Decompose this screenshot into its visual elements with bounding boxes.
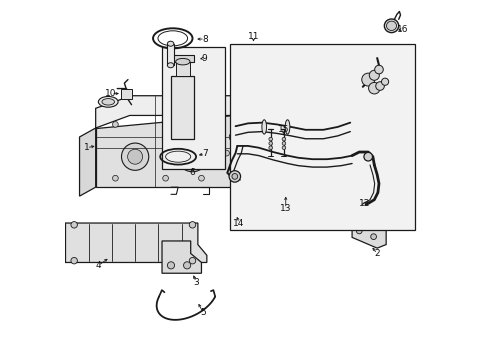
Text: 8: 8	[202, 35, 207, 44]
Circle shape	[361, 73, 374, 86]
Bar	[171, 76, 194, 139]
Circle shape	[71, 257, 77, 264]
Ellipse shape	[384, 19, 398, 33]
Text: 7: 7	[202, 149, 207, 158]
Bar	[172, 55, 193, 62]
Text: 15: 15	[278, 125, 289, 134]
Ellipse shape	[229, 162, 238, 173]
Circle shape	[189, 257, 195, 264]
Text: 4: 4	[95, 261, 101, 270]
Circle shape	[189, 222, 195, 228]
Ellipse shape	[175, 58, 190, 65]
Ellipse shape	[102, 99, 114, 105]
Circle shape	[375, 82, 384, 90]
Circle shape	[127, 149, 142, 164]
Text: 13: 13	[280, 204, 291, 213]
Circle shape	[167, 262, 174, 269]
Polygon shape	[96, 96, 233, 128]
Circle shape	[368, 70, 379, 80]
Bar	[162, 47, 224, 169]
Ellipse shape	[167, 41, 174, 46]
Circle shape	[223, 150, 229, 156]
Circle shape	[228, 171, 240, 182]
Circle shape	[370, 234, 376, 239]
Circle shape	[374, 65, 383, 74]
Polygon shape	[80, 128, 96, 196]
Ellipse shape	[386, 21, 396, 31]
Bar	[167, 44, 174, 65]
Polygon shape	[56, 223, 65, 262]
Circle shape	[112, 175, 118, 181]
Circle shape	[268, 141, 272, 145]
Circle shape	[363, 152, 372, 161]
Text: 12: 12	[358, 199, 369, 208]
Polygon shape	[351, 218, 386, 248]
Ellipse shape	[229, 132, 238, 141]
Text: 6: 6	[189, 168, 195, 177]
Text: 2: 2	[374, 249, 379, 258]
Text: 11: 11	[247, 32, 259, 41]
Circle shape	[71, 222, 77, 228]
Text: 9: 9	[201, 54, 207, 63]
Ellipse shape	[262, 120, 266, 134]
Text: 1: 1	[83, 143, 89, 152]
Polygon shape	[162, 241, 201, 273]
Circle shape	[282, 146, 285, 149]
Circle shape	[268, 146, 272, 149]
Circle shape	[356, 228, 362, 234]
Text: 16: 16	[396, 25, 408, 34]
Bar	[175, 62, 190, 76]
Bar	[121, 89, 131, 99]
Text: 5: 5	[200, 308, 206, 317]
Circle shape	[121, 143, 148, 170]
Circle shape	[184, 148, 201, 165]
Circle shape	[112, 122, 118, 127]
Circle shape	[282, 141, 285, 145]
Circle shape	[231, 174, 237, 179]
Circle shape	[282, 137, 285, 141]
Ellipse shape	[98, 96, 118, 107]
Circle shape	[368, 82, 379, 94]
Circle shape	[177, 141, 207, 172]
Circle shape	[198, 175, 204, 181]
Ellipse shape	[167, 63, 174, 68]
Text: 3: 3	[193, 278, 199, 287]
Circle shape	[163, 175, 168, 181]
Polygon shape	[65, 223, 206, 262]
Bar	[230, 44, 414, 230]
Text: 10: 10	[105, 89, 117, 98]
Circle shape	[268, 137, 272, 141]
Circle shape	[381, 78, 388, 85]
Text: 14: 14	[233, 219, 244, 228]
Polygon shape	[96, 116, 233, 187]
Circle shape	[183, 262, 190, 269]
Circle shape	[198, 122, 204, 127]
Ellipse shape	[285, 120, 289, 134]
